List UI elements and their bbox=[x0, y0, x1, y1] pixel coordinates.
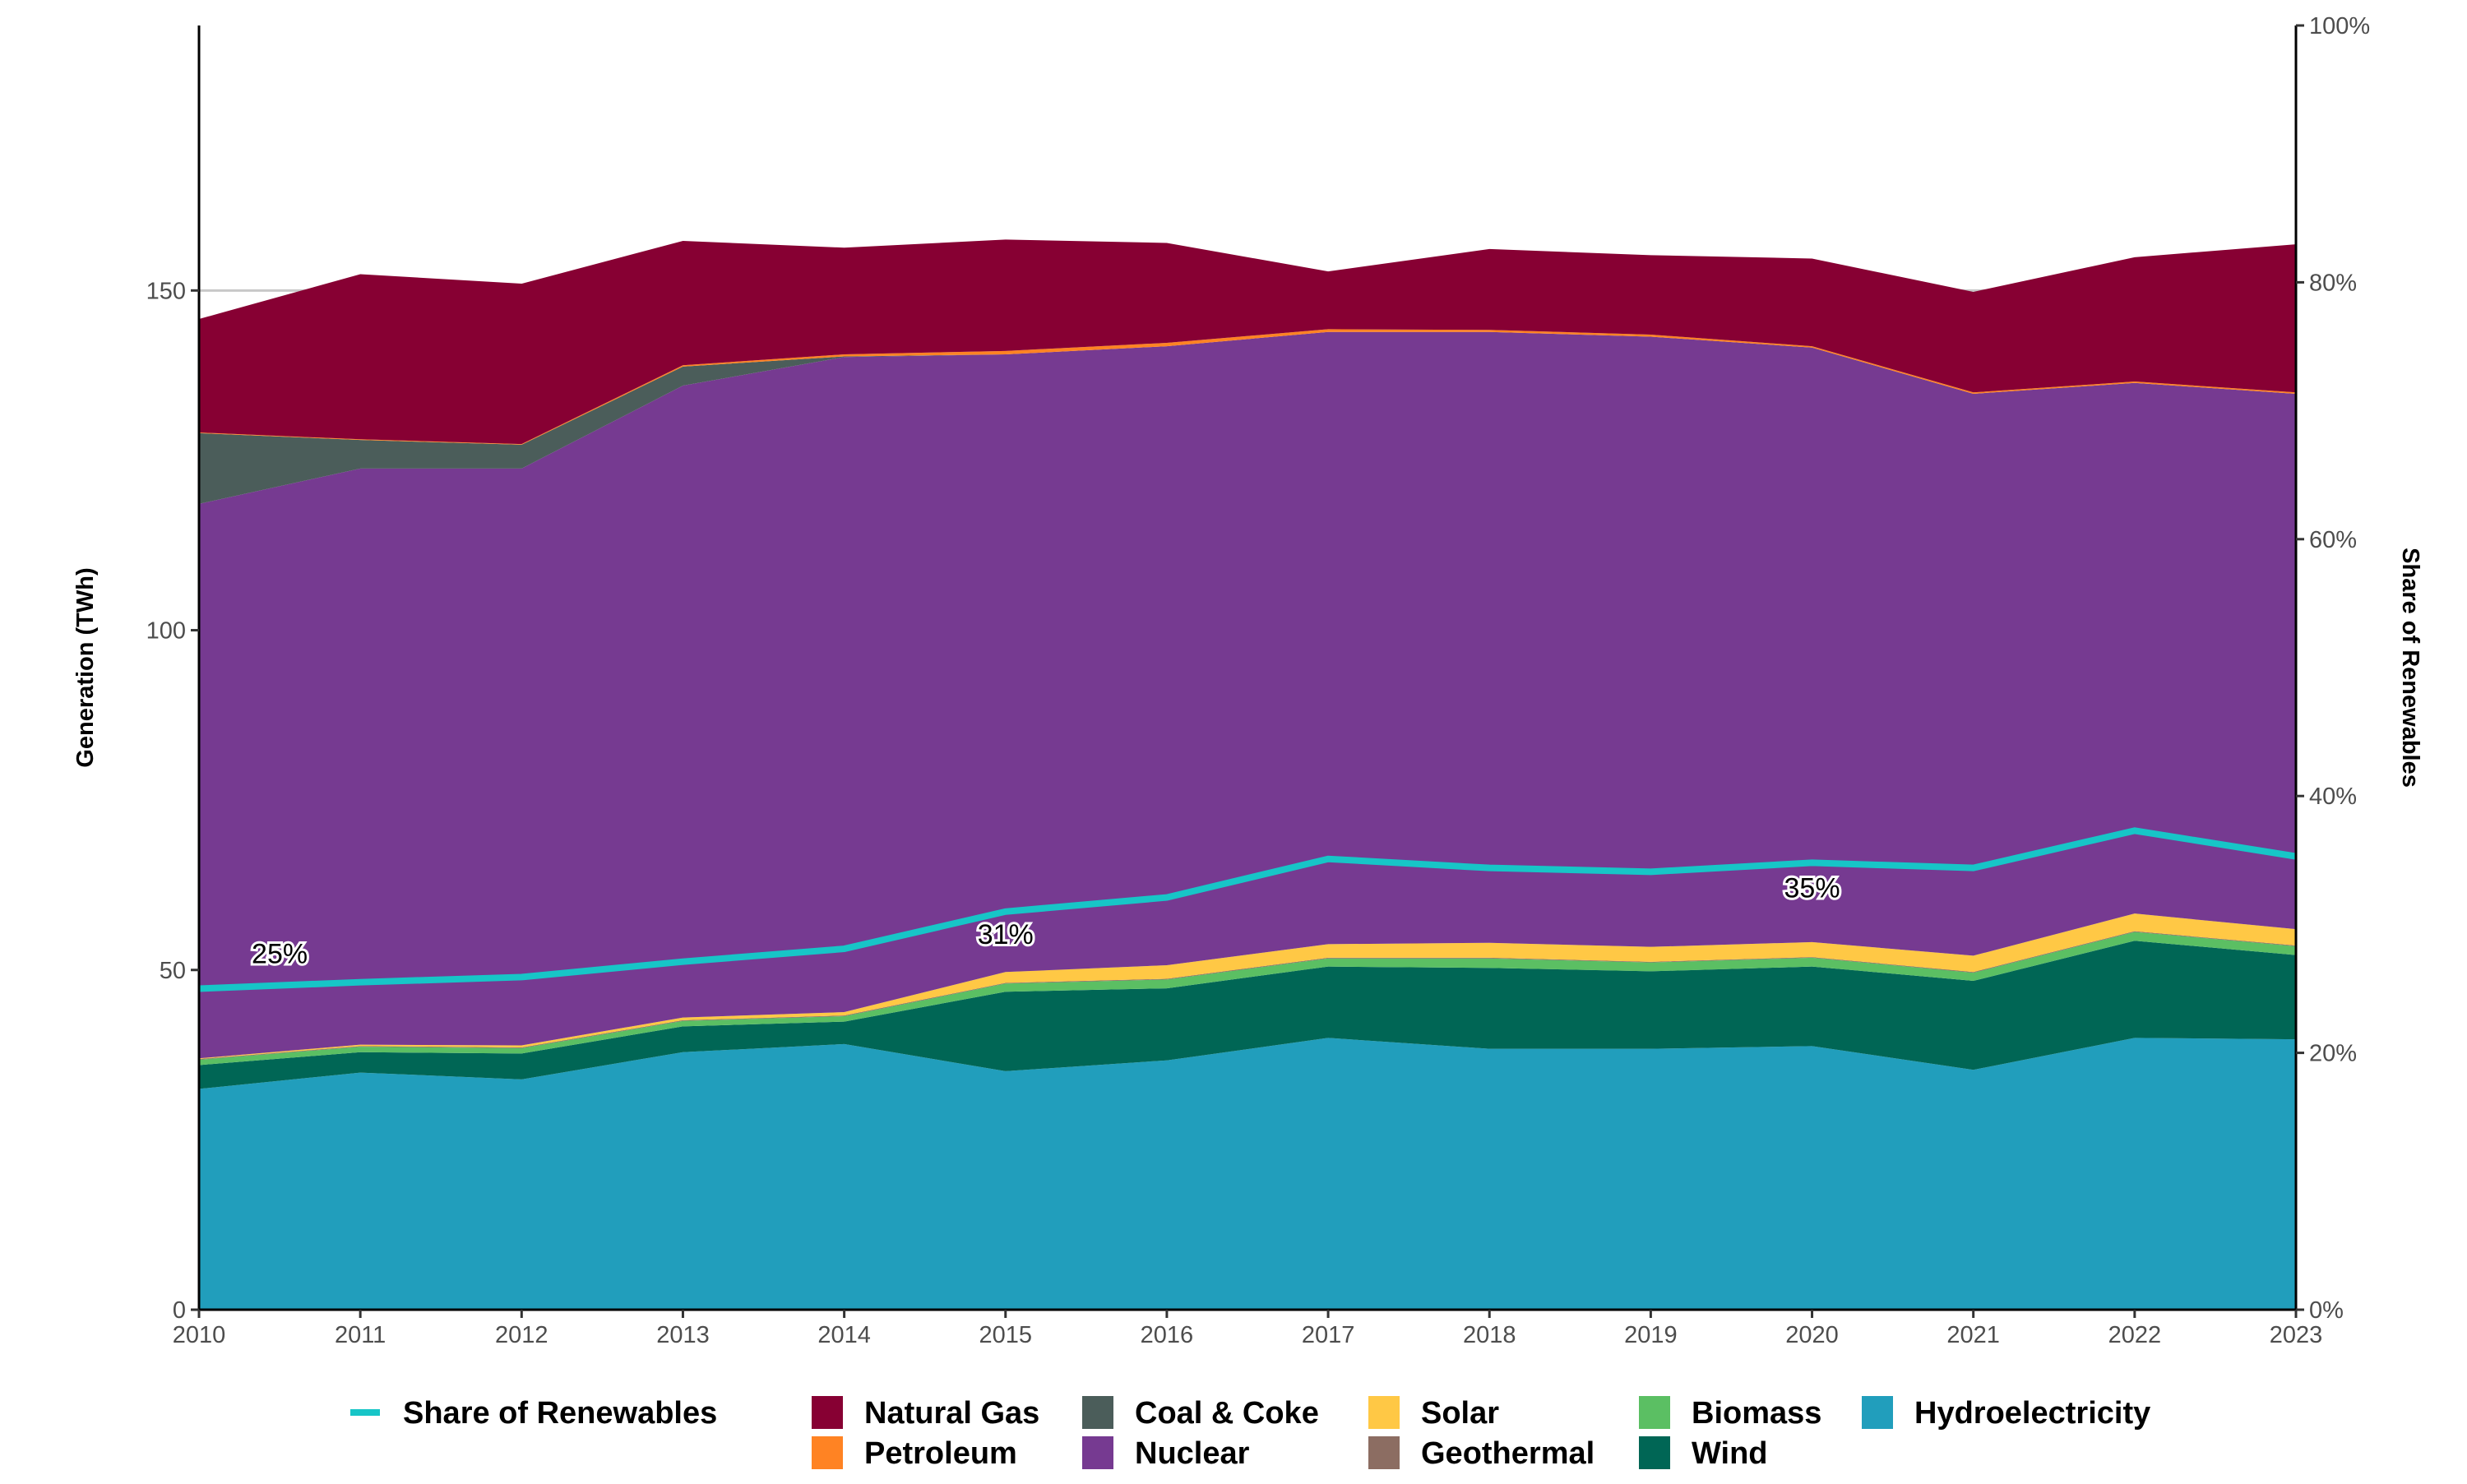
legend-item-hydroelectricity: Hydroelectricity bbox=[1862, 1396, 2150, 1431]
legend-label: Solar bbox=[1421, 1396, 1499, 1431]
area-geothermal bbox=[199, 931, 2296, 1060]
legend-label: Share of Renewables bbox=[403, 1396, 717, 1431]
legend-swatch bbox=[1639, 1436, 1670, 1469]
legend-swatch bbox=[1368, 1436, 1400, 1469]
share-of-renewables-line bbox=[198, 827, 2297, 992]
y-tick-label: 0 bbox=[173, 1297, 186, 1324]
legend-item-natural-gas: Natural Gas bbox=[812, 1396, 1039, 1431]
legend-label: Natural Gas bbox=[864, 1396, 1039, 1431]
x-tick-label: 2022 bbox=[2108, 1322, 2162, 1348]
x-tick-label: 2016 bbox=[1141, 1322, 1194, 1348]
legend-item-petroleum: Petroleum bbox=[812, 1436, 1017, 1471]
y-tick-label: 150 bbox=[146, 278, 186, 304]
legend-item-coal-coke: Coal & Coke bbox=[1082, 1396, 1319, 1431]
area-coal-coke bbox=[199, 331, 2296, 504]
legend-item-biomass: Biomass bbox=[1639, 1396, 1821, 1431]
x-tick-label: 2019 bbox=[1624, 1322, 1678, 1348]
legend-swatch bbox=[1639, 1396, 1670, 1429]
x-tick-label: 2023 bbox=[2270, 1322, 2323, 1348]
legend-swatch bbox=[812, 1436, 843, 1469]
legend-swatch bbox=[1862, 1396, 1893, 1429]
legend-swatch bbox=[812, 1396, 843, 1429]
y2-tick-label: 100% bbox=[2309, 13, 2370, 39]
legend-label: Geothermal bbox=[1421, 1436, 1595, 1471]
area-wind bbox=[199, 941, 2296, 1089]
legend-swatch bbox=[1368, 1396, 1400, 1429]
x-tick-label: 2012 bbox=[495, 1322, 548, 1348]
legend-item-share-of-renewables: Share of Renewables bbox=[350, 1396, 717, 1431]
y-tick-label: 50 bbox=[160, 958, 186, 984]
legend-item-wind: Wind bbox=[1639, 1436, 1768, 1471]
legend-label: Hydroelectricity bbox=[1914, 1396, 2150, 1431]
y2-tick-label: 0% bbox=[2309, 1297, 2344, 1324]
area-biomass bbox=[199, 932, 2296, 1066]
legend-item-geothermal: Geothermal bbox=[1368, 1436, 1595, 1471]
area-natural-gas bbox=[199, 239, 2296, 445]
legend-label: Coal & Coke bbox=[1135, 1396, 1319, 1431]
y-tick-label: 100 bbox=[146, 618, 186, 645]
x-tick-label: 2015 bbox=[979, 1322, 1033, 1348]
area-hydroelectricity bbox=[199, 1038, 2296, 1310]
x-tick-label: 2014 bbox=[817, 1322, 871, 1348]
x-tick-label: 2017 bbox=[1302, 1322, 1355, 1348]
y2-tick-label: 40% bbox=[2309, 784, 2357, 810]
x-tick-label: 2021 bbox=[1946, 1322, 2000, 1348]
share-annotation: 25% bbox=[252, 938, 308, 969]
x-tick-label: 2018 bbox=[1463, 1322, 1516, 1348]
legend-label: Wind bbox=[1692, 1436, 1768, 1471]
y2-axis-title: Share of Renewables bbox=[2397, 548, 2423, 788]
y2-tick-label: 80% bbox=[2309, 270, 2357, 296]
legend-label: Nuclear bbox=[1135, 1436, 1250, 1471]
legend-label: Petroleum bbox=[864, 1436, 1017, 1471]
area-nuclear bbox=[199, 331, 2296, 1059]
legend-swatch bbox=[1082, 1436, 1113, 1469]
x-tick-label: 2010 bbox=[173, 1322, 226, 1348]
y-axis-title: Generation (TWh) bbox=[72, 567, 99, 767]
share-annotation: 31% bbox=[978, 919, 1034, 950]
x-tick-label: 2011 bbox=[335, 1322, 386, 1348]
legend-item-solar: Solar bbox=[1368, 1396, 1499, 1431]
x-tick-label: 2013 bbox=[656, 1322, 710, 1348]
share-annotation: 35% bbox=[1784, 873, 1840, 904]
y2-tick-label: 60% bbox=[2309, 527, 2357, 553]
legend-label: Biomass bbox=[1692, 1396, 1821, 1431]
area-solar bbox=[199, 913, 2296, 1060]
legend-item-nuclear: Nuclear bbox=[1082, 1436, 1250, 1471]
legend-swatch bbox=[1082, 1396, 1113, 1429]
y2-tick-label: 20% bbox=[2309, 1041, 2357, 1067]
x-tick-label: 2020 bbox=[1785, 1322, 1839, 1348]
